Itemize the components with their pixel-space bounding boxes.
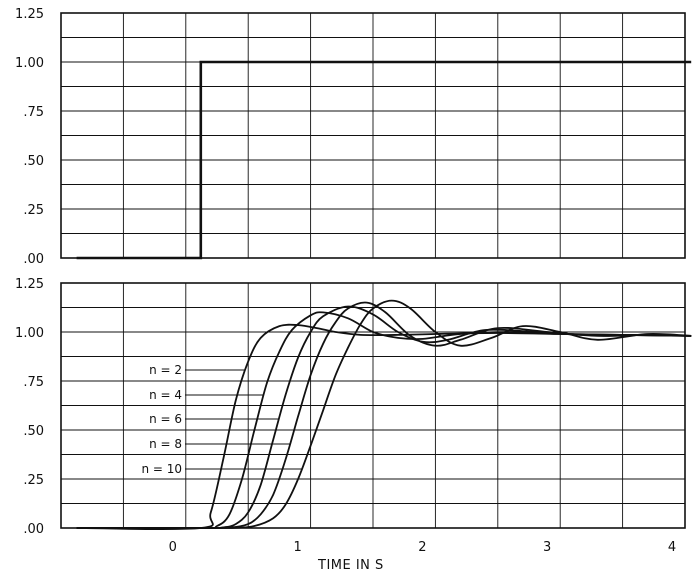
bottom-y-tick-label: .25 bbox=[23, 473, 44, 488]
top-y-tick-label: .00 bbox=[23, 252, 44, 267]
top-panel-y-ticks: .00 .25 .50 .75 1.00 1.25 bbox=[15, 7, 44, 267]
series-label-2: n = 4 bbox=[149, 388, 182, 402]
bottom-x-tick-label: 4 bbox=[668, 540, 676, 555]
top-panel: .00 .25 .50 .75 1.00 1.25 bbox=[15, 7, 692, 267]
series-label-3: n = 6 bbox=[149, 412, 182, 426]
bottom-y-tick-label: .75 bbox=[23, 375, 44, 390]
bottom-panel-y-ticks: .00 .25 .50 .75 1.00 1.25 bbox=[15, 277, 44, 537]
top-series-step-line bbox=[76, 60, 692, 260]
top-panel-series bbox=[76, 60, 692, 260]
bottom-x-tick-label: 2 bbox=[418, 540, 426, 555]
bottom-x-tick-label: 1 bbox=[293, 540, 301, 555]
bottom-y-tick-label: 1.25 bbox=[15, 277, 44, 292]
bottom-panel-x-ticks: 0 1 2 3 4 bbox=[169, 540, 676, 555]
series-label-1: n = 2 bbox=[149, 363, 182, 377]
bottom-y-tick-label: .00 bbox=[23, 522, 44, 537]
top-y-tick-label: 1.25 bbox=[15, 7, 44, 22]
series-line-1 bbox=[76, 323, 692, 531]
bottom-y-tick-label: 1.00 bbox=[15, 326, 44, 341]
series-line-5 bbox=[76, 299, 692, 529]
bottom-y-tick-label: .50 bbox=[23, 424, 44, 439]
top-y-tick-label: .50 bbox=[23, 154, 44, 169]
x-axis-title: TIME IN S bbox=[317, 558, 384, 572]
bottom-panel-series-labels: n = 2 n = 4 n = 6 n = 8 n = 10 bbox=[141, 363, 302, 476]
series-label-5: n = 10 bbox=[141, 462, 182, 476]
top-panel-grid bbox=[61, 13, 685, 258]
series-label-4: n = 8 bbox=[149, 437, 182, 451]
bottom-x-tick-label: 0 bbox=[169, 540, 177, 555]
top-y-tick-label: 1.00 bbox=[15, 56, 44, 71]
series-line-3 bbox=[76, 305, 692, 529]
top-y-tick-label: .75 bbox=[23, 105, 44, 120]
bottom-panel-grid bbox=[61, 283, 685, 528]
top-y-tick-label: .25 bbox=[23, 203, 44, 218]
bottom-x-tick-label: 3 bbox=[543, 540, 551, 555]
bottom-panel-series bbox=[76, 299, 692, 531]
series-line-4 bbox=[76, 301, 692, 529]
